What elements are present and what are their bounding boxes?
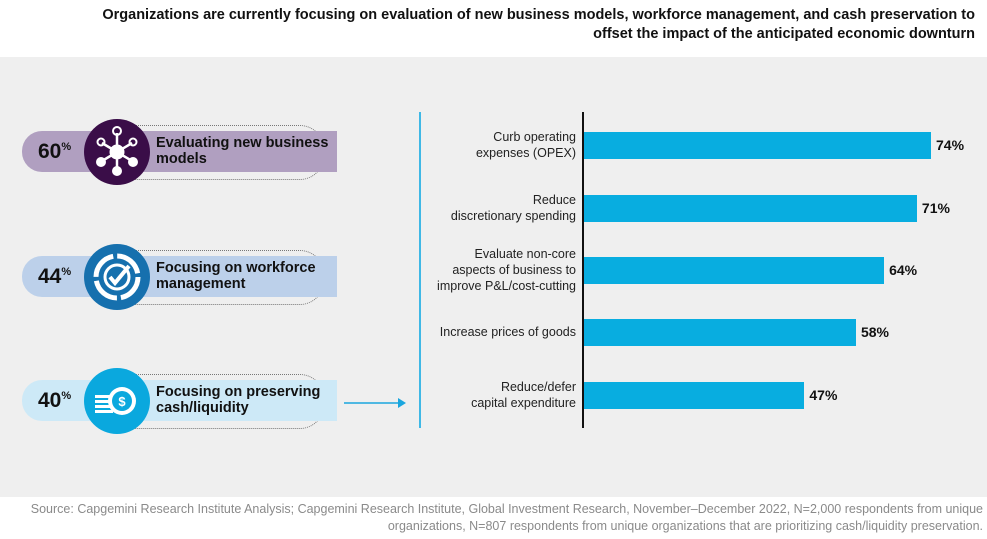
category-label-line: Reduce/defer xyxy=(500,380,576,394)
data-label: 74% xyxy=(936,137,965,153)
arrow-right-icon xyxy=(344,398,406,408)
category-label-line: capital expenditure xyxy=(471,396,576,410)
chart-title: Organizations are currently focusing on … xyxy=(102,7,975,42)
data-label: 58% xyxy=(860,324,889,340)
divider-line xyxy=(419,112,421,428)
category-label-line: discretionary spending xyxy=(450,209,576,223)
svg-text:$: $ xyxy=(118,394,126,409)
source-note: Source: Capgemini Research Institute Ana… xyxy=(30,502,983,533)
data-label: 64% xyxy=(889,262,918,278)
category-label-line: Evaluate non-core xyxy=(474,247,576,261)
category-label-line: Increase prices of goods xyxy=(439,325,576,339)
data-label: 71% xyxy=(921,200,950,216)
focus-pill xyxy=(22,131,337,172)
focus-label: Focusing on workforce management xyxy=(156,260,316,292)
focus-percent: 60% xyxy=(38,140,72,163)
focus-label: Focusing on preserving cash/liquidity xyxy=(156,384,321,416)
bar xyxy=(584,257,885,284)
category-label-line: Curb operating xyxy=(493,130,576,144)
y-axis-line xyxy=(582,112,584,428)
category-label: Increase prices of goods xyxy=(406,324,576,340)
category-label-line: expenses (OPEX) xyxy=(475,146,576,160)
category-label: Curb operating expenses (OPEX) xyxy=(406,129,576,161)
focus-label: Evaluating new business models xyxy=(156,135,329,167)
focus-pill xyxy=(22,380,337,421)
category-label: Evaluate non-core aspects of business to i… xyxy=(406,246,576,294)
data-label: 47% xyxy=(809,387,838,403)
focus-percent: 44% xyxy=(38,265,72,288)
category-label-line: aspects of business to xyxy=(452,263,576,277)
focus-pill xyxy=(22,256,337,297)
bar xyxy=(584,132,931,159)
coins-dollar-icon: $ xyxy=(84,368,150,434)
category-label-line: Reduce xyxy=(532,193,576,207)
target-check-icon xyxy=(84,244,150,310)
category-label: Reduce/defer capital expenditure xyxy=(406,379,576,411)
bar xyxy=(584,195,917,222)
category-label-line: improve P&L/cost-cutting xyxy=(437,279,576,293)
focus-percent: 40% xyxy=(38,389,72,412)
bar xyxy=(584,382,805,409)
category-label: Reduce discretionary spending xyxy=(406,192,576,224)
bar xyxy=(584,319,856,346)
network-hub-icon xyxy=(84,119,150,185)
